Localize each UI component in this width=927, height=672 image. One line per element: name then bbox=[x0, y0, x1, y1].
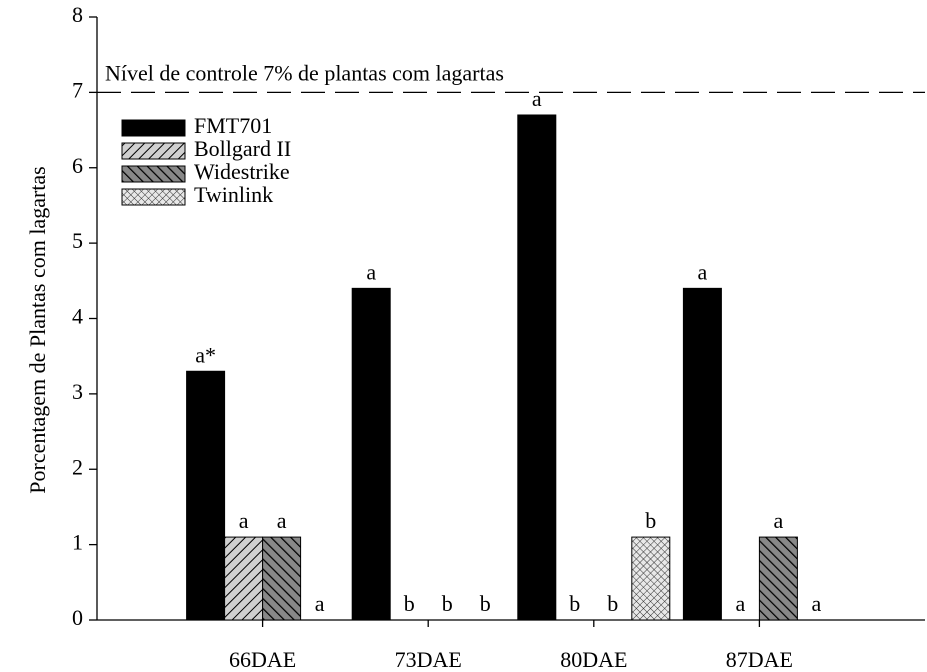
bar bbox=[758, 536, 798, 621]
legend-label: FMT701 bbox=[194, 113, 272, 138]
bar-letter: a bbox=[532, 86, 542, 111]
y-tick-label: 5 bbox=[72, 228, 83, 253]
x-tick-label: 73DAE bbox=[395, 647, 462, 672]
x-tick-label: 66DAE bbox=[229, 647, 296, 672]
bar-letter: a bbox=[698, 259, 708, 284]
bar-letter: a bbox=[736, 591, 746, 616]
bar bbox=[224, 536, 264, 621]
bar bbox=[351, 287, 391, 621]
bar-letter: a bbox=[812, 591, 822, 616]
bar-letter: a bbox=[315, 591, 325, 616]
bar-letter: b bbox=[442, 591, 453, 616]
y-tick-label: 8 bbox=[72, 2, 83, 27]
y-tick-label: 3 bbox=[72, 379, 83, 404]
y-tick-label: 2 bbox=[72, 454, 83, 479]
bar-letter: a bbox=[277, 508, 287, 533]
x-tick-label: 80DAE bbox=[560, 647, 627, 672]
bar-letter: b bbox=[404, 591, 415, 616]
bar bbox=[631, 536, 671, 621]
bar-letter: b bbox=[645, 508, 656, 533]
bar bbox=[262, 536, 302, 621]
y-tick-label: 7 bbox=[72, 77, 83, 102]
y-tick-label: 0 bbox=[72, 605, 83, 630]
y-tick-label: 1 bbox=[72, 530, 83, 555]
bar-letter: b bbox=[569, 591, 580, 616]
y-axis-label: Porcentagem de Plantas com lagartas bbox=[25, 166, 50, 493]
bar bbox=[186, 370, 226, 621]
y-tick-label: 4 bbox=[72, 304, 83, 329]
bar bbox=[682, 287, 722, 621]
bar-letter: a* bbox=[195, 342, 216, 367]
legend-swatch bbox=[121, 142, 186, 160]
reference-label: Nível de controle 7% de plantas com laga… bbox=[105, 60, 504, 85]
bar bbox=[517, 114, 557, 621]
x-tick-label: 87DAE bbox=[726, 647, 793, 672]
bar-letter: a bbox=[239, 508, 249, 533]
legend-label: Twinlink bbox=[194, 182, 273, 207]
legend-swatch bbox=[121, 119, 186, 137]
bar-letter: b bbox=[480, 591, 491, 616]
bar-letter: b bbox=[607, 591, 618, 616]
bar-letter: a bbox=[366, 259, 376, 284]
y-tick-label: 6 bbox=[72, 153, 83, 178]
legend-label: Bollgard II bbox=[194, 136, 291, 161]
legend-swatch bbox=[121, 165, 186, 183]
legend-label: Widestrike bbox=[194, 159, 290, 184]
bar-letter: a bbox=[774, 508, 784, 533]
legend-swatch bbox=[121, 188, 186, 206]
